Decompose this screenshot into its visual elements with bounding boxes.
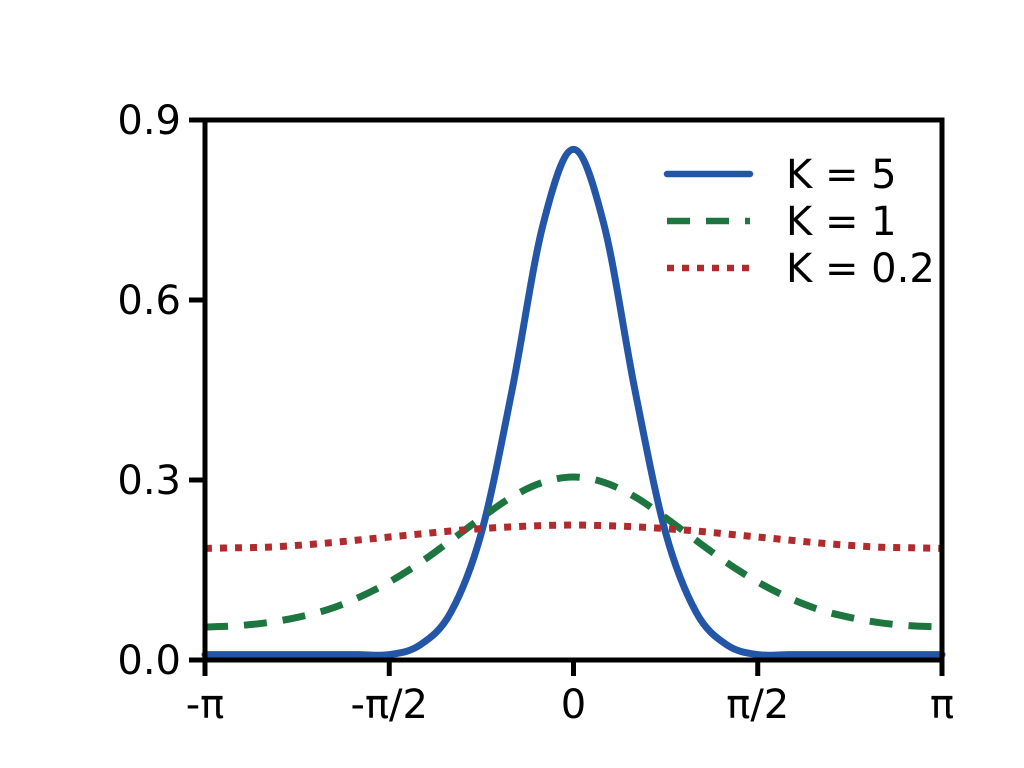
series-line-k=0.2 bbox=[204, 521, 943, 552]
y-tick-label: 0.0 bbox=[117, 638, 181, 684]
legend-label-k5: K = 5 bbox=[786, 152, 897, 198]
x-tick-label: -π bbox=[186, 682, 225, 728]
x-tick-label: π/2 bbox=[726, 682, 789, 728]
y-tick-label: 0.3 bbox=[117, 458, 181, 504]
series-line-k=5 bbox=[201, 145, 946, 659]
y-tick-label: 0.6 bbox=[117, 278, 181, 324]
y-tick-label: 0.9 bbox=[117, 98, 181, 144]
series-line-k=1 bbox=[204, 473, 943, 631]
legend-label-k02: K = 0.2 bbox=[786, 246, 935, 292]
legend: K = 5 K = 1 K = 0.2 bbox=[663, 152, 935, 292]
y-axis: 0.0 0.3 0.6 0.9 bbox=[117, 98, 205, 684]
x-tick-label: 0 bbox=[561, 682, 586, 728]
legend-label-k1: K = 1 bbox=[786, 199, 897, 245]
x-tick-label: -π/2 bbox=[351, 682, 428, 728]
x-axis: -π -π/2 0 π/2 π bbox=[186, 660, 954, 728]
curves-layer bbox=[201, 145, 946, 659]
x-tick-label: π bbox=[930, 682, 954, 728]
